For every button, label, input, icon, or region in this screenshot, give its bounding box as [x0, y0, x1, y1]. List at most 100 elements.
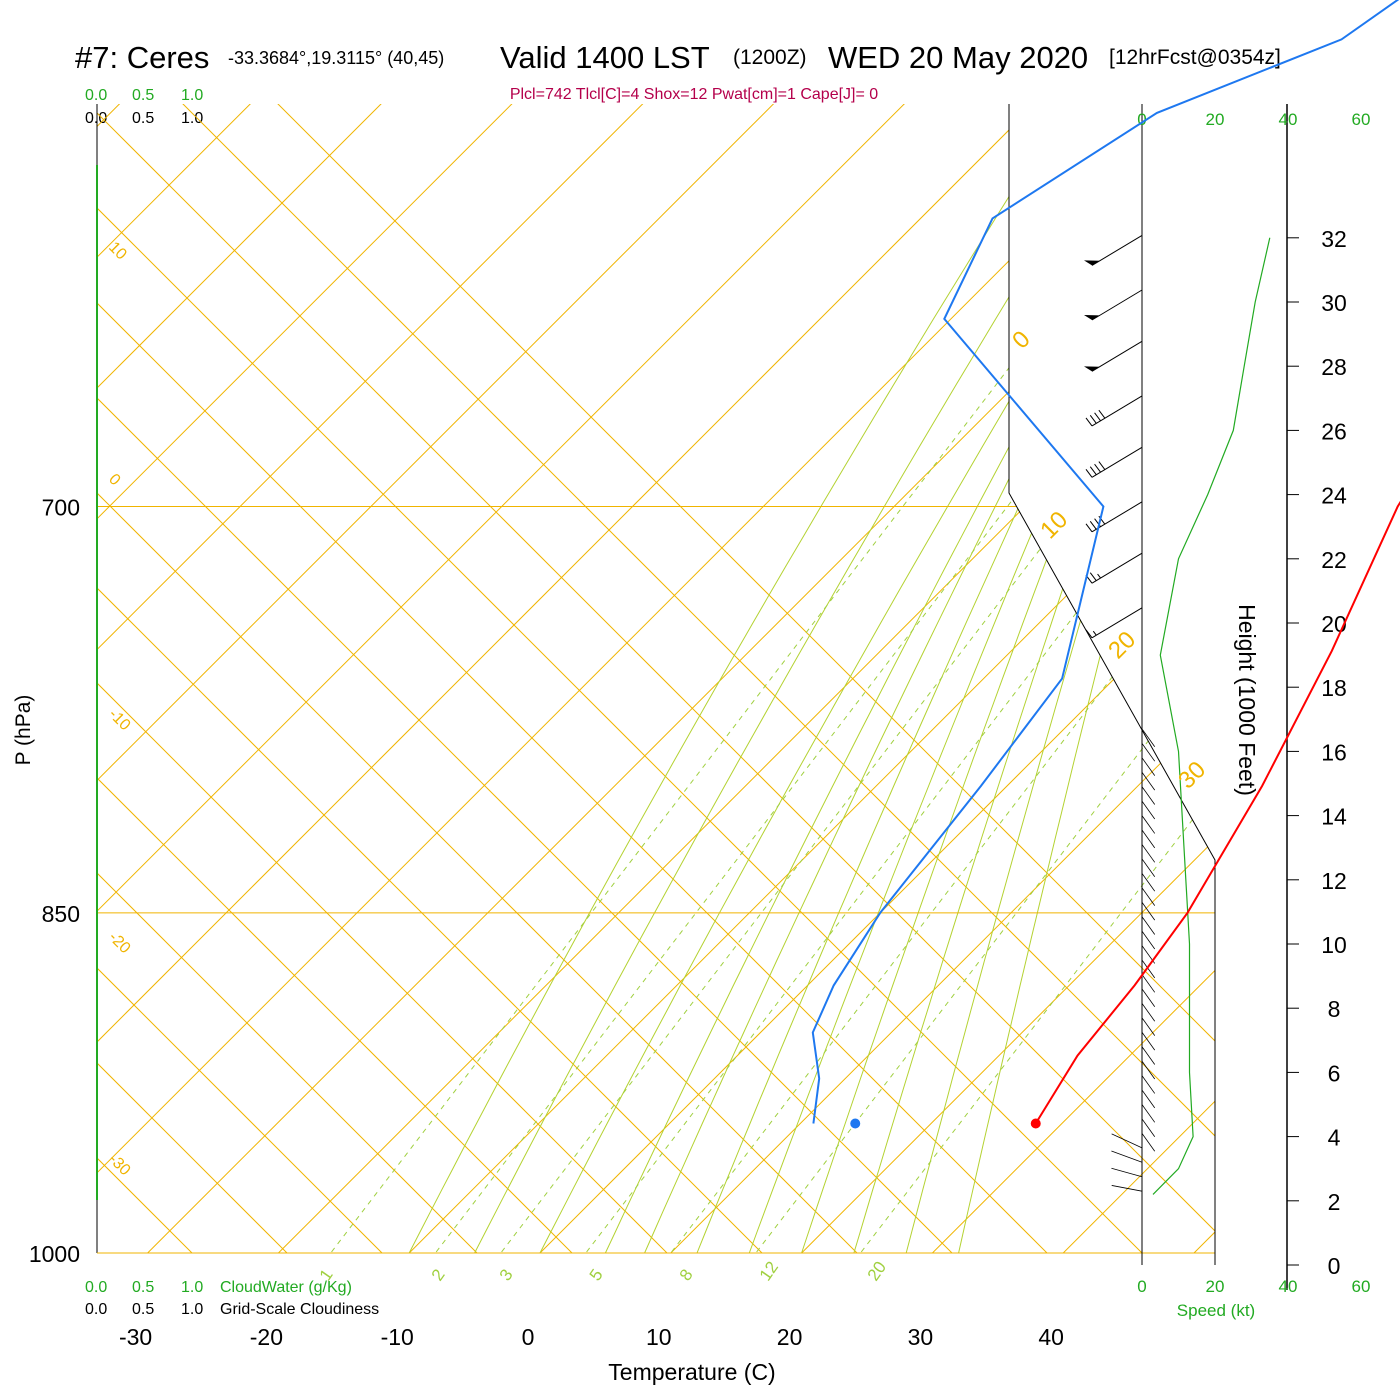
height-tick-label: 20	[1321, 611, 1347, 637]
cloudwater-label: CloudWater (g/Kg)	[220, 1279, 352, 1296]
wind-barb-low	[1141, 1133, 1156, 1152]
wind-barb-low	[1111, 1185, 1143, 1192]
wind-speed-profile	[1152, 237, 1271, 1195]
isotherm-line	[829, 104, 1215, 1253]
temperature-tick-label: 10	[646, 1324, 672, 1350]
moist-adiabat-line	[487, 104, 1215, 1253]
wind-barb-pennant	[1084, 366, 1100, 372]
isotherm-line	[97, 104, 1215, 1253]
surface-dewpoint-marker	[850, 1118, 861, 1129]
moist-adiabat-line	[557, 104, 1215, 1253]
wind-barb	[1091, 340, 1143, 372]
wind-barb-low	[1141, 786, 1156, 805]
speed-tick-label-top: 0	[1137, 110, 1146, 129]
cloud-top-green-0: 0.0	[85, 87, 107, 104]
wind-barb-low	[1141, 916, 1156, 935]
mixing-ratio-label: 3	[496, 1266, 517, 1285]
wind-barb-pennant	[1084, 315, 1100, 320]
wind-barb-low	[1141, 815, 1156, 834]
pressure-tick-label: 850	[42, 901, 80, 927]
wind-barb-low	[1111, 1167, 1143, 1178]
isotherm-label-right: 0	[1007, 326, 1036, 355]
right-boundary-line	[1008, 104, 1216, 1253]
dry-adiabat-line	[97, 104, 288, 1253]
height-tick-label: 32	[1321, 226, 1347, 252]
height-tick-label: 10	[1321, 932, 1347, 958]
dry-adiabat-line	[97, 104, 98, 1253]
wind-barb-flag	[1094, 412, 1101, 422]
isotherm-line	[175, 104, 1215, 1253]
surface-temperature-marker	[1030, 1118, 1041, 1129]
isotherm-line	[97, 104, 1215, 1253]
wind-barb-low	[1141, 1089, 1156, 1109]
dry-adiabat-line	[97, 104, 1143, 1253]
height-tick-label: 8	[1328, 996, 1341, 1022]
speed-tick-label-bottom: 20	[1206, 1277, 1225, 1296]
wind-barb-low	[1141, 873, 1156, 892]
dry-adiabat-line	[97, 104, 763, 1253]
dry-adiabat-line	[176, 104, 1215, 1253]
height-tick-label: 18	[1321, 675, 1347, 701]
dry-adiabat-line	[97, 104, 1048, 1253]
station-title: #7: Ceres	[75, 40, 209, 75]
speed-tick-label-top: 20	[1206, 110, 1225, 129]
wind-barb-low	[1141, 902, 1156, 921]
wind-barb-low	[1141, 1104, 1156, 1123]
isotherm-label-left: -10	[105, 706, 133, 734]
cloud-scale-bottom: 0.0 0.5 1.0 CloudWater (g/Kg) 0.0 0.5 1.…	[85, 1279, 379, 1318]
moist-adiabat-line	[422, 104, 1215, 1253]
isotherm-line	[97, 104, 1215, 1253]
height-tick-label: 14	[1321, 804, 1347, 830]
wind-barb-flag	[1089, 520, 1097, 530]
wind-barb-flag	[1089, 572, 1097, 581]
wind-barb-flag	[1094, 463, 1101, 473]
forecast-run: [12hrFcst@0354z]	[1109, 46, 1281, 69]
temperature-tick-label: 30	[908, 1324, 934, 1350]
wind-barb-low	[1141, 772, 1156, 791]
wind-barb-low	[1111, 1133, 1143, 1149]
wind-barb-low	[1141, 757, 1156, 776]
cloud-top-green-1: 0.5	[132, 87, 154, 104]
isotherm-label-right: 20	[1103, 626, 1141, 664]
y-axis-title: P (hPa)	[12, 695, 35, 766]
thermo-background	[97, 104, 1215, 1253]
cloud-bottom-black-2: 1.0	[181, 1301, 203, 1318]
wind-barb-half	[1092, 630, 1097, 636]
wind-barb-flag	[1085, 468, 1093, 478]
cloudiness-label: Grid-Scale Cloudiness	[220, 1301, 379, 1318]
wind-barb-low	[1141, 858, 1156, 877]
cloud-bottom-black-0: 0.0	[85, 1301, 107, 1318]
wind-barb-low	[1141, 1075, 1156, 1094]
forecast-date: WED 20 May 2020	[828, 40, 1088, 75]
isotherm-line	[97, 104, 1215, 1253]
temperature-profile	[1034, 500, 1400, 1125]
wind-barb-flag	[1098, 409, 1106, 419]
mixing-ratio-label: 12	[756, 1258, 782, 1284]
mixing-ratio-label: 2	[428, 1266, 449, 1285]
dry-adiabat-line	[97, 104, 1215, 1253]
speed-tick-label-bottom: 0	[1137, 1277, 1146, 1296]
isotherm-line	[97, 104, 1215, 1253]
isotherm-label-left: -20	[105, 929, 133, 957]
station-coords: -33.3684°,19.3115° (40,45)	[228, 48, 444, 68]
wind-barb-flag	[1085, 417, 1093, 427]
isotherm-line	[568, 104, 1215, 1253]
x-axis-title: Temperature (C)	[608, 1359, 775, 1385]
moist-adiabat-line	[599, 104, 1215, 1253]
height-tick-label: 6	[1328, 1060, 1341, 1086]
height-tick-label: 22	[1321, 547, 1347, 573]
wind-barb-low	[1141, 959, 1156, 979]
speed-axis-title: Speed (kt)	[1177, 1301, 1255, 1320]
wind-barb-low	[1141, 930, 1156, 950]
dry-adiabat-line	[97, 104, 953, 1253]
wind-barb-pennant	[1084, 260, 1100, 266]
wind-barb-low	[1141, 1032, 1156, 1051]
height-tick-label: 4	[1328, 1125, 1341, 1151]
plot-frame: -30 -20 -10 0 10 20 30 403230282624222018161412…	[96, 104, 1370, 1350]
height-tick-label: 16	[1321, 739, 1347, 765]
temperature-tick-label: -20	[250, 1324, 283, 1350]
wind-barb-low	[1141, 1017, 1156, 1036]
dry-adiabat-line	[97, 104, 573, 1253]
isotherm-line	[97, 104, 1215, 1253]
